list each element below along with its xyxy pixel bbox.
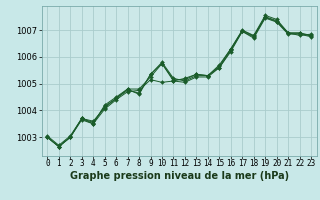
X-axis label: Graphe pression niveau de la mer (hPa): Graphe pression niveau de la mer (hPa) (70, 171, 289, 181)
